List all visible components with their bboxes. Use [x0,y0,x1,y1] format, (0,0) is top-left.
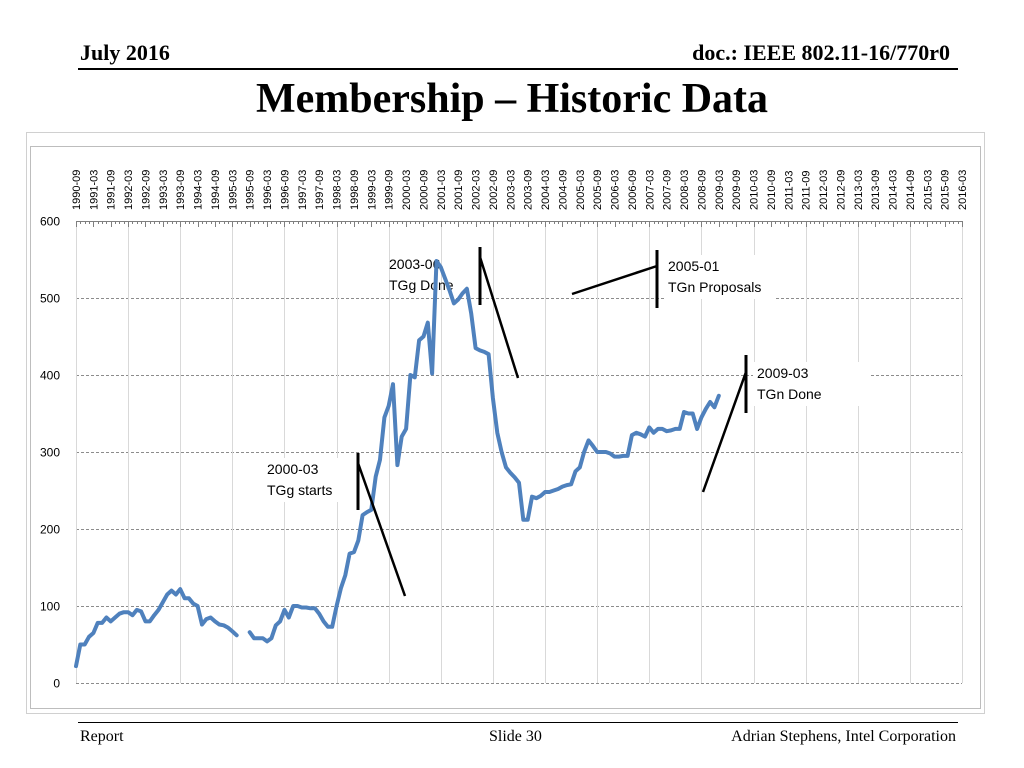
annotation-label-background [753,362,871,406]
x-tick-label: 2000-09 [418,170,430,210]
x-tick-label: 1996-09 [279,170,291,210]
series-line [74,587,239,669]
x-tick-label: 1991-03 [88,170,100,210]
annotation-pointer-line [571,264,658,296]
x-tick-label: 2007-03 [644,170,656,210]
y-tick-label: 300 [40,446,60,460]
x-tick-label: 1995-03 [227,170,239,210]
x-tick-label: 1995-09 [245,170,257,210]
x-tick-label: 2002-03 [471,170,483,210]
y-tick-label: 100 [40,600,60,614]
x-tick-label: 2005-09 [592,170,604,210]
x-tick-label: 2010-03 [749,170,761,210]
x-tick-label: 1992-03 [123,170,135,210]
x-tick-label: 2001-09 [453,170,465,210]
y-tick-label: 400 [40,369,60,383]
x-tick-label: 2016-03 [957,170,969,210]
x-tick-label: 2014-09 [905,170,917,210]
x-tick-label: 1997-03 [297,170,309,210]
x-tick-label: 1993-09 [175,170,187,210]
x-tick-label: 1994-03 [193,170,205,210]
x-tick-label: 1996-03 [262,170,274,210]
x-tick-label: 2011-09 [801,170,813,210]
annotation-pointer-line [701,371,748,493]
x-tick-label: 2013-03 [853,170,865,210]
x-tick-label: 1999-03 [366,170,378,210]
x-tick-label: 2000-03 [401,170,413,210]
x-tick-label: 1998-09 [349,170,361,210]
annotation-pointer-line [478,256,520,379]
x-tick-label: 2014-03 [888,170,900,210]
x-tick-label: 2010-09 [766,170,778,210]
x-tick-label: 1998-03 [332,170,344,210]
x-tick-label: 2011-03 [783,170,795,210]
x-tick-label: 2006-03 [610,170,622,210]
annotation-label: 2009-03 [757,365,809,381]
x-tick-label: 1997-09 [314,170,326,210]
annotation-label-background [664,255,774,299]
annotation-label: TGn Proposals [668,279,761,295]
x-tick-label: 2002-09 [488,170,500,210]
footer-author: Adrian Stephens, Intel Corporation [731,728,956,745]
x-tick-label: 1991-09 [106,170,118,210]
x-tick-label: 1993-03 [158,170,170,210]
y-tick-label: 500 [40,292,60,306]
slide-title: Membership – Historic Data [255,76,769,122]
x-tick-label: 2004-03 [540,170,552,210]
x-tick-label: 2008-03 [679,170,691,210]
annotation-label: 2003-06 [389,256,441,272]
header-date: July 2016 [80,40,170,65]
x-tick-label: 2001-03 [436,170,448,210]
header-doc-id: doc.: IEEE 802.11-16/770r0 [692,40,950,65]
chart-inner-frame [30,146,981,709]
x-tick-label: 2015-03 [922,170,934,210]
footer-divider [78,722,958,723]
series-line [247,259,721,644]
y-tick-label: 600 [40,215,60,229]
x-tick-label: 2009-03 [714,170,726,210]
y-tick-label: 200 [40,523,60,537]
annotation-label: TGg starts [267,482,332,498]
footer-left: Report [80,728,124,745]
annotation-pointer-line [356,462,407,597]
y-tick-label: 0 [53,677,60,691]
annotation-label: 2005-01 [668,258,720,274]
x-tick-label: 2009-09 [731,170,743,210]
x-tick-label: 1994-09 [210,170,222,210]
x-tick-label: 1992-09 [140,170,152,210]
x-tick-label: 2012-03 [818,170,830,210]
x-tick-label: 2003-03 [505,170,517,210]
x-tick-label: 2015-09 [940,170,952,210]
x-tick-label: 2004-09 [557,170,569,210]
annotation-label: 2000-03 [267,461,319,477]
header-divider [78,68,958,70]
x-tick-label: 1990-09 [71,170,83,210]
annotation-label: TGn Done [757,386,822,402]
x-tick-label: 2005-03 [575,170,587,210]
footer-slide-number: Slide 30 [489,728,542,745]
x-tick-label: 2007-09 [662,170,674,210]
x-tick-label: 2012-09 [835,170,847,210]
x-tick-label: 2013-09 [870,170,882,210]
annotation-label-background [263,458,353,502]
x-tick-label: 2006-09 [627,170,639,210]
x-tick-label: 1999-09 [384,170,396,210]
x-tick-label: 2003-09 [523,170,535,210]
x-tick-label: 2008-09 [696,170,708,210]
